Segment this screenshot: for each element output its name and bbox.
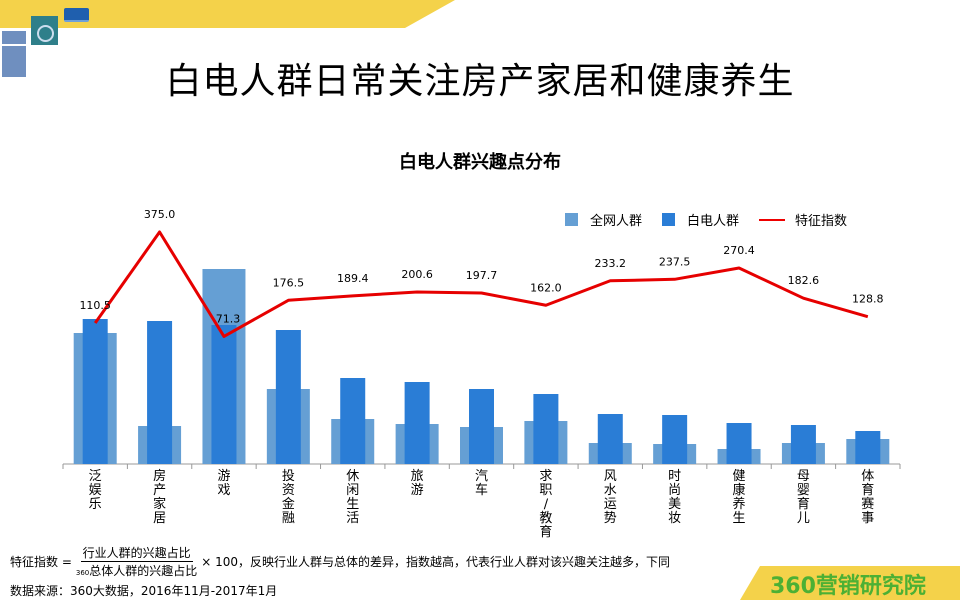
x-tick-label: 母婴育儿 bbox=[797, 469, 810, 526]
data-label: 197.7 bbox=[466, 269, 498, 282]
x-tick-label: 休闲生活 bbox=[346, 469, 359, 526]
legend-label-all: 全网人群 bbox=[590, 214, 643, 229]
bar-appliance bbox=[469, 389, 494, 464]
legend-swatch-index bbox=[759, 218, 786, 221]
data-label: 162.0 bbox=[530, 281, 562, 294]
formula-note: 特征指数 = 行业人群的兴趣占比 360总体人群的兴趣占比 × 100，反映行业… bbox=[10, 544, 670, 579]
x-tick-label: 健康养生 bbox=[733, 469, 746, 526]
x-tick-label: 时尚美妆 bbox=[668, 469, 681, 526]
legend-swatch-all bbox=[565, 213, 578, 226]
formula-denominator: 总体人群的兴趣占比 bbox=[89, 564, 198, 578]
data-label: 189.4 bbox=[337, 272, 369, 285]
formula-prefix: 特征指数 = bbox=[10, 555, 72, 569]
logo-background bbox=[740, 566, 960, 600]
washing-machine-icon bbox=[31, 16, 58, 45]
bar-appliance bbox=[726, 423, 752, 464]
data-label: 200.6 bbox=[401, 268, 433, 281]
data-label: 176.5 bbox=[273, 276, 305, 289]
x-tick-label: 风水运势 bbox=[604, 469, 617, 526]
data-label: 375.0 bbox=[144, 208, 176, 221]
chart: 泛娱乐 房产家居 游戏 投资金融 休闲生活 旅游 汽车 求职∕教育 风水运势 时尚美妆 健康养生 母婴… bbox=[62, 208, 901, 540]
formula-fraction: 行业人群的兴趣占比 360总体人群的兴趣占比 bbox=[76, 544, 197, 579]
index-line bbox=[93, 230, 869, 338]
bar-appliance bbox=[855, 431, 881, 464]
formula-numerator: 行业人群的兴趣占比 bbox=[80, 546, 193, 562]
data-label: 233.2 bbox=[595, 257, 627, 270]
top-banner bbox=[0, 0, 455, 28]
bar-appliance bbox=[533, 394, 559, 464]
legend-label-appliance: 白电人群 bbox=[687, 214, 740, 229]
bar-appliance bbox=[340, 378, 366, 464]
data-source: 数据来源：360大数据，2016年11月-2017年1月 bbox=[10, 584, 278, 598]
x-tick-label: 投资金融 bbox=[282, 468, 295, 526]
bar-appliance bbox=[790, 425, 816, 464]
legend-label-index: 特征指数 bbox=[795, 214, 848, 229]
data-label: 128.8 bbox=[852, 293, 884, 306]
bar-appliance bbox=[275, 330, 301, 464]
logo: 360营销研究院 bbox=[770, 574, 926, 599]
refrigerator-icon bbox=[2, 31, 26, 77]
data-label: 71.3 bbox=[216, 312, 241, 325]
chart-title: 白电人群兴趣点分布 bbox=[399, 152, 561, 173]
data-label: 182.6 bbox=[788, 274, 820, 287]
legend-swatch-appliance bbox=[662, 213, 676, 226]
x-tick-label: 体育赛事 bbox=[861, 469, 874, 526]
formula-suffix: × 100，反映行业人群与总体的差异，指数越高，代表行业人群对该兴趣关注越多，下… bbox=[201, 555, 671, 569]
x-tick-label: 泛娱乐 bbox=[89, 469, 102, 512]
x-tick-label: 汽车 bbox=[475, 469, 488, 498]
bar-appliance bbox=[404, 382, 430, 464]
bar-appliance bbox=[82, 319, 108, 464]
formula-den-small: 360 bbox=[75, 569, 90, 577]
page-title: 白电人群日常关注房产家居和健康养生 bbox=[165, 61, 795, 102]
bar-appliance bbox=[662, 415, 688, 464]
x-tick-label: 游戏 bbox=[217, 469, 230, 498]
legend: 全网人群 白电人群 特征指数 bbox=[565, 210, 847, 229]
air-conditioner-icon bbox=[64, 8, 89, 22]
bar-appliance bbox=[211, 325, 237, 464]
x-tick-label: 房产家居 bbox=[153, 468, 166, 526]
data-label: 270.4 bbox=[723, 244, 755, 257]
bar-appliance bbox=[147, 321, 173, 464]
bar-appliance bbox=[597, 414, 623, 464]
data-label: 110.5 bbox=[79, 299, 111, 312]
x-tick-label: 求职∕教育 bbox=[539, 469, 552, 540]
data-label: 237.5 bbox=[659, 255, 691, 268]
x-tick-label: 旅游 bbox=[411, 469, 424, 498]
